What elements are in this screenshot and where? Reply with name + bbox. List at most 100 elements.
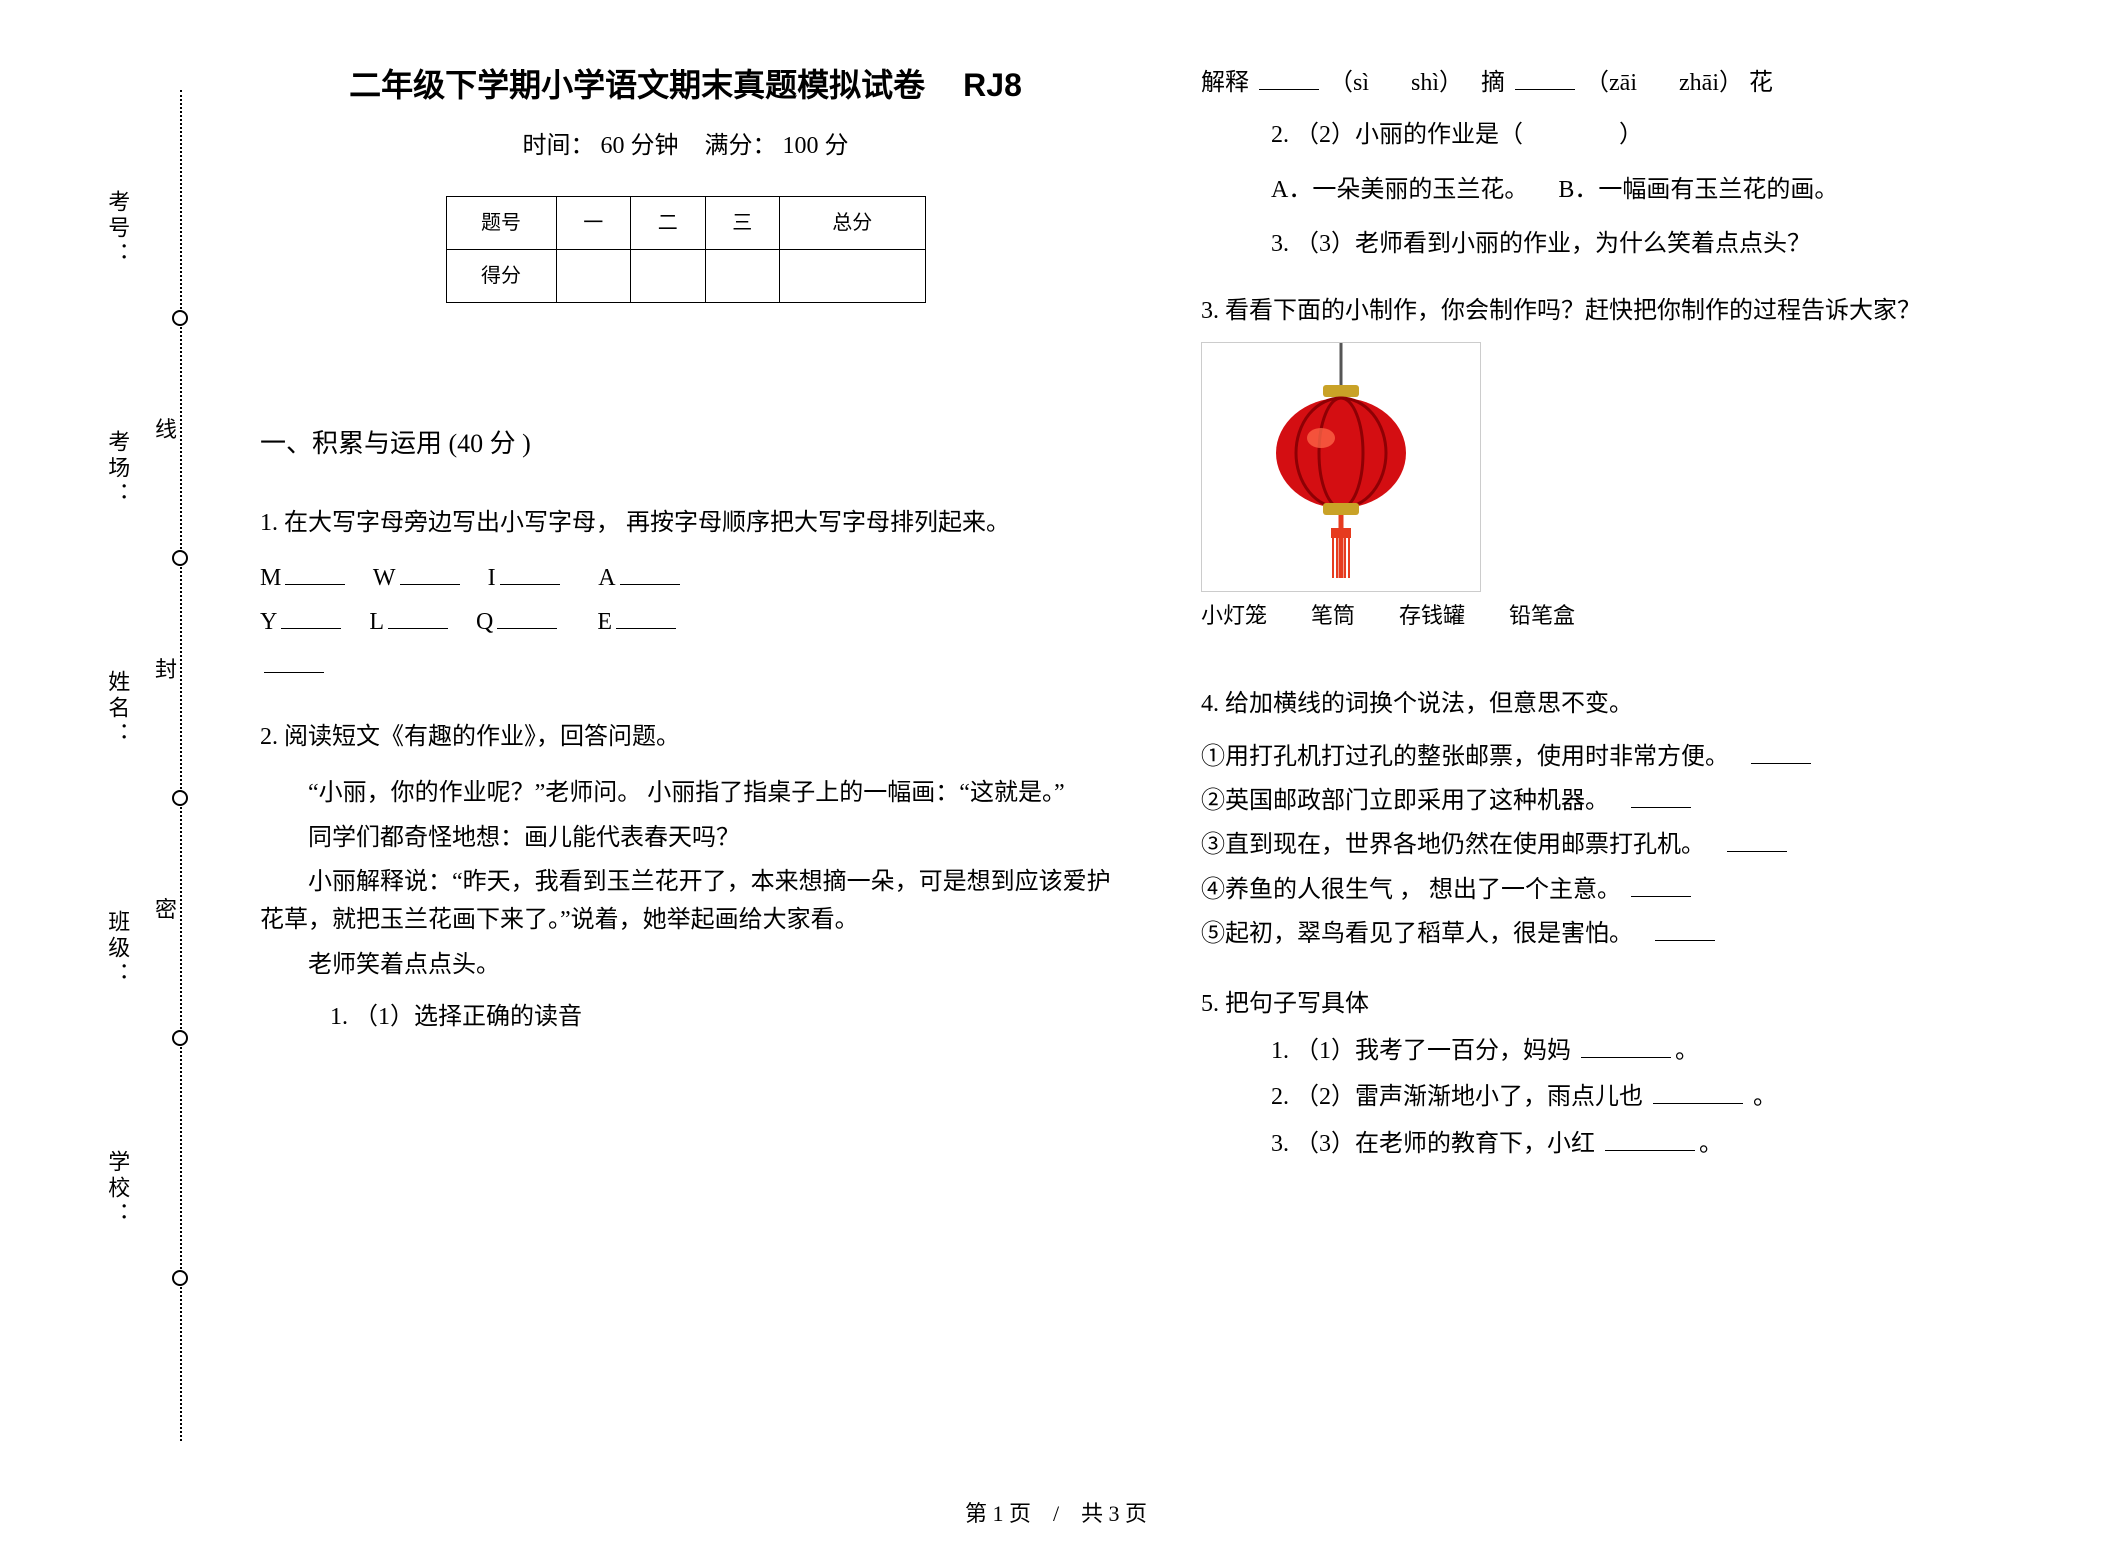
letter: L	[369, 609, 384, 635]
letter: A	[598, 565, 615, 591]
title-text: 二年级下学期小学语文期末真题模拟试卷	[349, 67, 925, 103]
q-num: 5.	[1201, 991, 1219, 1017]
subq-text: （2）小丽的作业是（ ）	[1295, 122, 1643, 148]
word: 解释	[1201, 70, 1249, 96]
letter: M	[260, 565, 281, 591]
pinyin: zhāi）	[1679, 70, 1743, 96]
page-root: 线 封 密 考号： 考场： 姓名： 班级： 学校： 二年级下学期小学语文期末真题…	[0, 0, 2112, 1561]
subq-num: 3.	[1271, 231, 1289, 257]
table-row: 得分	[446, 249, 925, 302]
list-item: ②英国邮政部门立即采用了这种机器。	[1201, 782, 2052, 820]
list-item: ③直到现在，世界各地仍然在使用邮票打孔机。	[1201, 826, 2052, 864]
blank[interactable]	[1605, 1127, 1695, 1151]
question-4: 4. 给加横线的词换个说法，但意思不变。 ①用打孔机打过孔的整张邮票，使用时非常…	[1201, 685, 2052, 959]
blank[interactable]	[400, 561, 460, 585]
passage-line: “小丽，你的作业呢？”老师问。 小丽指了指桌子上的一幅画：“这就是。”	[260, 774, 1111, 812]
exam-title: 二年级下学期小学语文期末真题模拟试卷 RJ8	[260, 60, 1111, 111]
content-columns: 二年级下学期小学语文期末真题模拟试卷 RJ8 时间： 60 分钟 满分： 100…	[220, 50, 2052, 1481]
q-num: 3.	[1201, 298, 1219, 324]
blank[interactable]	[1581, 1034, 1671, 1058]
th: 总分	[780, 196, 926, 249]
field-class: 班级：	[100, 910, 135, 988]
blank[interactable]	[1751, 740, 1811, 764]
blank[interactable]	[388, 605, 448, 629]
th: 二	[631, 196, 706, 249]
blank[interactable]	[264, 649, 324, 673]
blank[interactable]	[1259, 66, 1319, 90]
pinyin: shì）	[1411, 70, 1463, 96]
td[interactable]	[556, 249, 631, 302]
letter: Y	[260, 609, 277, 635]
option-a[interactable]: A．一朵美丽的玉兰花。	[1271, 177, 1528, 203]
column-left: 二年级下学期小学语文期末真题模拟试卷 RJ8 时间： 60 分钟 满分： 100…	[260, 50, 1111, 1481]
seal-char: 线	[155, 410, 177, 449]
binding-strip: 线 封 密 考号： 考场： 姓名： 班级： 学校：	[60, 50, 220, 1481]
binding-circle	[172, 550, 188, 566]
field-school: 学校：	[100, 1150, 135, 1228]
field-exam-room: 考场：	[100, 430, 135, 508]
section-heading: 一、积累与运用 (40 分 )	[260, 423, 1111, 465]
blank[interactable]	[620, 561, 680, 585]
item-text: ①用打孔机打过孔的整张邮票，使用时非常方便。	[1201, 744, 1729, 770]
q-text: 看看下面的小制作，你会制作吗？赶快把你制作的过程告诉大家？	[1225, 298, 1921, 324]
blank[interactable]	[500, 561, 560, 585]
sub-question: 1. （1）选择正确的读音	[260, 998, 1111, 1036]
letter: I	[488, 565, 496, 591]
full-label: 满分：	[705, 133, 777, 159]
subq-text: （3）老师看到小丽的作业，为什么笑着点点头？	[1295, 231, 1811, 257]
q-num: 4.	[1201, 691, 1219, 717]
sub-question: 3. （3）在老师的教育下，小红 。	[1201, 1125, 2052, 1163]
sub-question: 1. （1）我考了一百分，妈妈 。	[1201, 1032, 2052, 1070]
option-line: A．一朵美丽的玉兰花。 B．一幅画有玉兰花的画。	[1201, 171, 2052, 209]
passage-line: 老师笑着点点头。	[260, 946, 1111, 984]
lantern-icon	[1261, 343, 1421, 593]
q-text: 给加横线的词换个说法，但意思不变。	[1225, 691, 1633, 717]
blank[interactable]	[281, 605, 341, 629]
exam-subtitle: 时间： 60 分钟 满分： 100 分	[260, 127, 1111, 165]
td[interactable]	[631, 249, 706, 302]
binding-circle	[172, 310, 188, 326]
table-row: 题号 一 二 三 总分	[446, 196, 925, 249]
subq-text: （1）我考了一百分，妈妈	[1295, 1038, 1571, 1064]
blank[interactable]	[285, 561, 345, 585]
q-text: 在大写字母旁边写出小写字母， 再按字母顺序把大写字母排列起来。	[284, 510, 1010, 536]
blank[interactable]	[1655, 917, 1715, 941]
th: 一	[556, 196, 631, 249]
field-name: 姓名：	[100, 670, 135, 748]
list-item: ⑤起初，翠鸟看见了稻草人，很是害怕。	[1201, 915, 2052, 953]
subq-num: 1.	[1271, 1038, 1289, 1064]
question-2: 2. 阅读短文《有趣的作业》，回答问题。 “小丽，你的作业呢？”老师问。 小丽指…	[260, 718, 1111, 1045]
letters-row: M W I A	[260, 559, 1111, 597]
passage-line: 同学们都奇怪地想：画儿能代表春天吗？	[260, 819, 1111, 857]
option-b[interactable]: B．一幅画有玉兰花的画。	[1558, 177, 1838, 203]
q-num: 1.	[260, 510, 278, 536]
blank[interactable]	[497, 605, 557, 629]
question-5: 5. 把句子写具体 1. （1）我考了一百分，妈妈 。 2. （2）雷声渐渐地小…	[1201, 985, 2052, 1171]
seal-char: 封	[155, 650, 177, 689]
blank[interactable]	[1631, 873, 1691, 897]
binding-circle	[172, 1030, 188, 1046]
letter: Q	[476, 609, 493, 635]
pinyin: （sì	[1329, 70, 1369, 96]
item-text: ⑤起初，翠鸟看见了稻草人，很是害怕。	[1201, 921, 1633, 947]
seal-char: 密	[155, 890, 177, 929]
blank[interactable]	[1653, 1080, 1743, 1104]
lantern-caption: 小灯笼 笔筒 存钱罐 铅笔盒	[1201, 598, 2052, 633]
blank[interactable]	[1631, 784, 1691, 808]
blank[interactable]	[616, 605, 676, 629]
letter: E	[597, 609, 612, 635]
td[interactable]	[705, 249, 780, 302]
list-item: ①用打孔机打过孔的整张邮票，使用时非常方便。	[1201, 738, 2052, 776]
field-exam-id: 考号：	[100, 190, 135, 268]
blank[interactable]	[1515, 66, 1575, 90]
subq-num: 1.	[330, 1004, 348, 1030]
subq-text: （2）雷声渐渐地小了，雨点儿也	[1295, 1084, 1643, 1110]
time-value: 60 分钟	[601, 133, 679, 159]
td[interactable]	[780, 249, 926, 302]
subq-text: （3）在老师的教育下，小红	[1295, 1131, 1595, 1157]
blank[interactable]	[1727, 828, 1787, 852]
subq-num: 2.	[1271, 122, 1289, 148]
title-code: RJ8	[963, 67, 1022, 103]
sub-question: 3. （3）老师看到小丽的作业，为什么笑着点点头？	[1201, 225, 2052, 263]
pinyin-line: 解释 （sì shì） 摘 （zāi zhāi） 花	[1201, 64, 2052, 102]
